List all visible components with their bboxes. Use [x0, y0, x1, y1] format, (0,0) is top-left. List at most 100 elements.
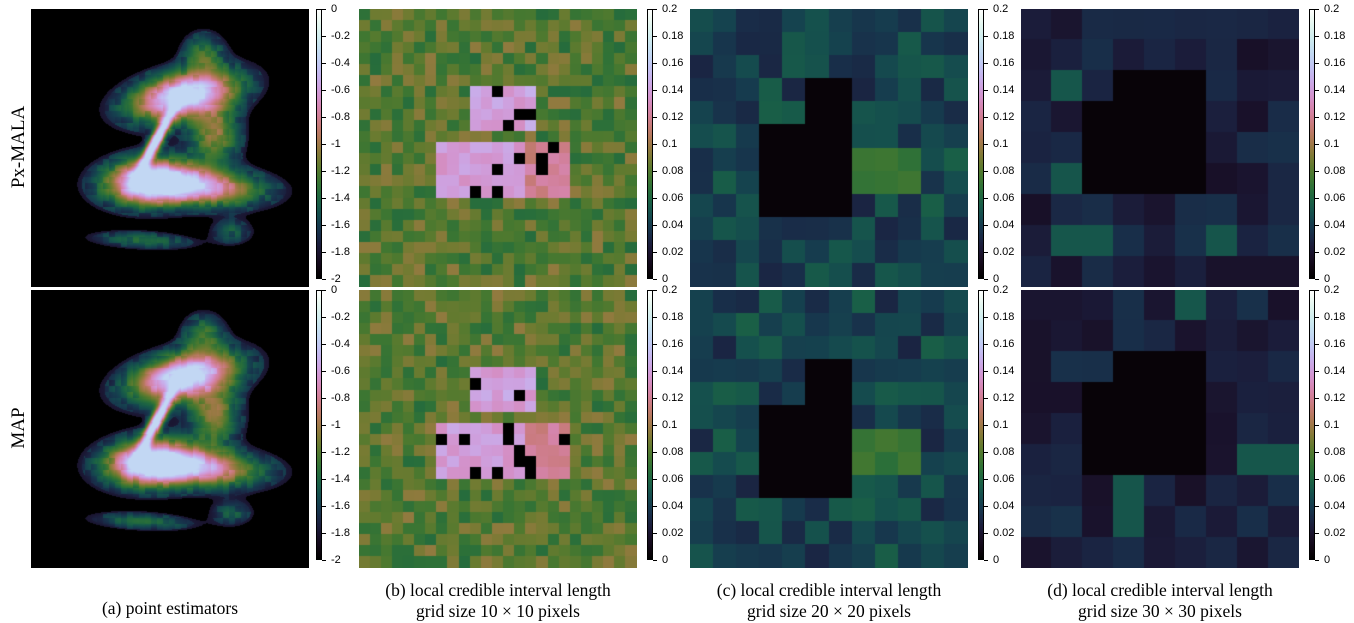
colorbar-b-px-mala: 0.2 0.18 0.16 0.14 0.12 0.1 0.08 0.06 0.04 0.02 0: [647, 4, 683, 285]
caption-b-line-2: grid size 10 × 10 pixels: [416, 601, 580, 621]
colorbar-tick-label: -1.8: [322, 246, 350, 258]
colorbar-c-map: 0.2 0.18 0.16 0.14 0.12 0.1 0.08 0.06 0.04 0.02 0: [978, 285, 1014, 566]
panel-c-px-mala-grid20: [690, 9, 968, 287]
colorbar-gradient: [1309, 9, 1315, 279]
colorbar-tick-label: 0.14: [983, 365, 1015, 377]
panel-a-map-estimate: [31, 290, 309, 568]
colorbar-tick-label: 0.16: [1314, 338, 1346, 350]
colorbar-tick-label: 0.14: [652, 84, 684, 96]
colorbar-tick-label: 0: [321, 3, 338, 15]
colorbar-tick-label: 0.06: [652, 192, 684, 204]
colorbar-tick-label: -0.6: [322, 365, 350, 377]
colorbar-tick-label: 0: [1314, 273, 1331, 285]
colorbar-tick-label: 0.02: [652, 527, 684, 539]
colorbar-tick-label: 0.1: [983, 419, 1009, 431]
caption-c: (c) local credible interval length grid s…: [690, 580, 968, 622]
colorbar-tick-label: -1: [322, 419, 341, 431]
colorbar-tick-label: 0.14: [983, 84, 1015, 96]
colorbar-tick-label: 0.04: [983, 219, 1015, 231]
colorbar-tick-label: 0.06: [1314, 473, 1346, 485]
colorbar-gradient: [647, 9, 653, 279]
caption-d: (d) local credible interval length grid s…: [1021, 580, 1299, 622]
colorbar-tick-label: 0.08: [1314, 446, 1346, 458]
colorbar-d-px-mala: 0.2 0.18 0.16 0.14 0.12 0.1 0.08 0.06 0.04 0.02 0: [1309, 4, 1345, 285]
colorbar-tick-label: 0.04: [652, 219, 684, 231]
colorbar-tick-label: -1.4: [322, 473, 350, 485]
colorbar-gradient: [978, 290, 984, 560]
colorbar-tick-label: 0.08: [652, 446, 684, 458]
colorbar-tick-label: 0.04: [1314, 219, 1346, 231]
colorbar-a-map: 0 -0.2 -0.4 -0.6 -0.8 -1 -1.2 -1.4 -1.6 -1.8 -2: [316, 285, 350, 566]
colorbar-tick-label: -1.2: [322, 446, 350, 458]
interval-map-px-mala-10: [359, 9, 637, 287]
interval-map-map-20: [690, 290, 968, 568]
colorbar-tick-label: 0.08: [652, 165, 684, 177]
colorbar-tick-label: 0: [652, 273, 669, 285]
colorbar-tick-label: 0.1: [1314, 419, 1340, 431]
panel-a-px-mala-estimate: [31, 9, 309, 287]
colorbar-tick-label: 0.12: [652, 111, 684, 123]
colorbar-tick-label: -1: [322, 138, 341, 150]
colorbar-tick-label: -1.4: [322, 192, 350, 204]
colorbar-tick-label: 0.16: [983, 57, 1015, 69]
colorbar-tick-label: 0.14: [1314, 365, 1346, 377]
panel-d-px-mala-grid30: [1021, 9, 1299, 287]
caption-c-line-2: grid size 20 × 20 pixels: [747, 601, 911, 621]
colorbar-tick-label: 0.16: [983, 338, 1015, 350]
colorbar-tick-label: 0.12: [983, 392, 1015, 404]
colorbar-tick-label: -1.8: [322, 527, 350, 539]
colorbar-tick-label: 0.16: [652, 57, 684, 69]
colorbar-tick-label: 0.2: [652, 284, 678, 296]
colorbar-gradient: [1309, 290, 1315, 560]
colorbar-tick-label: 0.2: [983, 284, 1009, 296]
colorbar-tick-label: 0.2: [1314, 284, 1340, 296]
colorbar-tick-label: 0.02: [1314, 246, 1346, 258]
colorbar-tick-label: 0.02: [652, 246, 684, 258]
colorbar-tick-label: -1.6: [322, 219, 350, 231]
colorbar-d-map: 0.2 0.18 0.16 0.14 0.12 0.1 0.08 0.06 0.04 0.02 0: [1309, 285, 1345, 566]
colorbar-tick-label: 0.04: [1314, 500, 1346, 512]
colorbar-tick-label: 0.2: [1314, 3, 1340, 15]
colorbar-tick-label: -0.4: [322, 57, 350, 69]
colorbar-tick-label: 0.2: [983, 3, 1009, 15]
colorbar-tick-label: -0.6: [322, 84, 350, 96]
colorbar-tick-label: -0.8: [322, 111, 350, 123]
colorbar-tick-label: 0.02: [983, 246, 1015, 258]
colorbar-tick-label: 0: [652, 554, 669, 566]
colorbar-tick-label: 0.08: [983, 165, 1015, 177]
caption-c-line-1: (c) local credible interval length: [716, 580, 942, 600]
caption-b-line-1: (b) local credible interval length: [385, 580, 611, 600]
estimate-image-px-mala: [31, 9, 309, 287]
colorbar-tick-label: -1.2: [322, 165, 350, 177]
colorbar-tick-label: -1.6: [322, 500, 350, 512]
estimate-image-map: [31, 290, 309, 568]
colorbar-tick-label: 0.12: [652, 392, 684, 404]
interval-map-px-mala-20: [690, 9, 968, 287]
colorbar-tick-label: 0: [321, 284, 338, 296]
colorbar-tick-label: 0.1: [983, 138, 1009, 150]
colorbar-tick-label: 0.12: [1314, 111, 1346, 123]
colorbar-tick-label: 0.18: [983, 30, 1015, 42]
row-label-px-mala: Px-MALA: [8, 105, 29, 189]
panel-c-map-grid20: [690, 290, 968, 568]
row-label-map: MAP: [8, 407, 29, 449]
colorbar-gradient: [316, 290, 322, 560]
colorbar-tick-label: 0.18: [652, 30, 684, 42]
colorbar-tick-label: 0.06: [983, 473, 1015, 485]
colorbar-tick-label: 0.08: [1314, 165, 1346, 177]
colorbar-tick-label: 0.2: [652, 3, 678, 15]
colorbar-b-map: 0.2 0.18 0.16 0.14 0.12 0.1 0.08 0.06 0.04 0.02 0: [647, 285, 683, 566]
colorbar-tick-label: -2: [322, 554, 341, 566]
colorbar-tick-label: 0.14: [652, 365, 684, 377]
colorbar-gradient: [316, 9, 322, 279]
colorbar-tick-label: 0.14: [1314, 84, 1346, 96]
colorbar-tick-label: 0: [1314, 554, 1331, 566]
colorbar-tick-label: 0.12: [1314, 392, 1346, 404]
caption-a: (a) point estimators: [31, 598, 309, 619]
interval-map-px-mala-30: [1021, 9, 1299, 287]
colorbar-tick-label: 0: [983, 554, 1000, 566]
colorbar-tick-label: -2: [322, 273, 341, 285]
interval-map-map-10: [359, 290, 637, 568]
colorbar-tick-label: 0.16: [1314, 57, 1346, 69]
panel-d-map-grid30: [1021, 290, 1299, 568]
